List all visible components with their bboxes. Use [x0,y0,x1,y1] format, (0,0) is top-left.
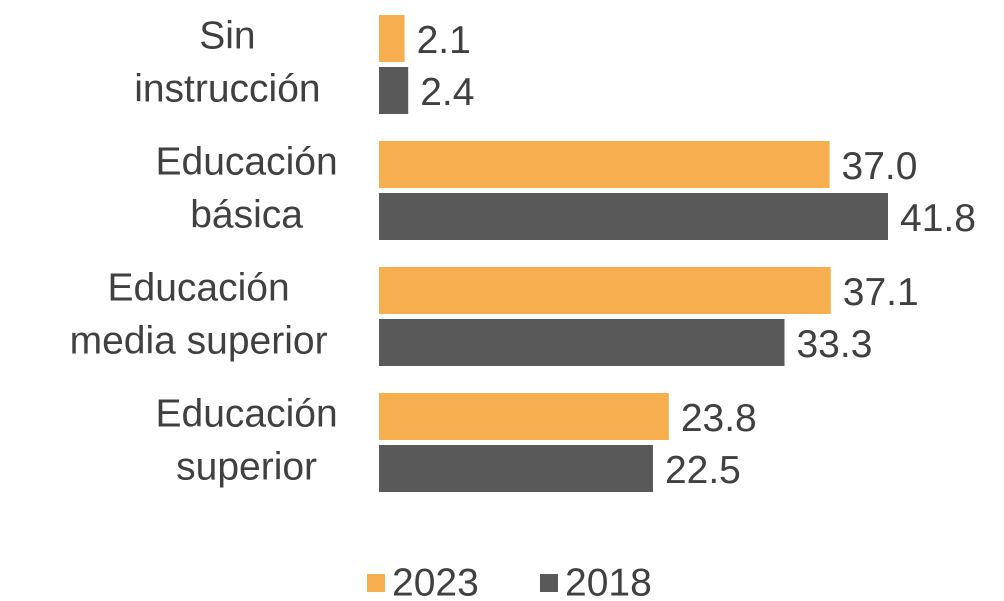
category-label: superior [176,445,317,488]
bar [379,445,653,492]
category-label: Sin [199,14,255,57]
category-label: Educación [156,392,338,435]
bar [379,193,888,240]
bar [379,141,830,188]
category-label: Educación [108,266,290,309]
value-label: 41.8 [900,197,976,240]
bar [379,267,831,314]
value-label: 2.4 [420,71,474,114]
value-label: 37.1 [843,271,919,314]
value-label: 37.0 [842,145,918,188]
category-label: media superior [70,319,328,362]
bar [379,15,405,62]
bar [379,393,669,440]
value-label: 22.5 [665,449,741,492]
bar [379,67,409,114]
bar [379,319,785,366]
value-label: 2.1 [417,19,471,62]
legend-label: 2018 [565,561,652,601]
category-label: instrucción [134,67,320,110]
legend-swatch [367,574,385,592]
legend-swatch [540,574,558,592]
category-label: básica [190,193,303,236]
category-label: Educación [156,140,338,183]
legend-label: 2023 [392,561,479,601]
value-label: 23.8 [681,397,757,440]
value-label: 33.3 [796,323,872,366]
